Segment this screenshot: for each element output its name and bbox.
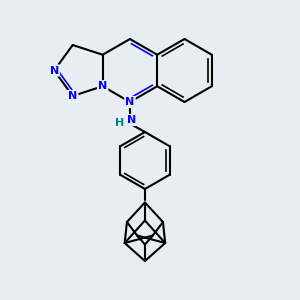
Text: N: N [98, 81, 107, 91]
Text: H: H [115, 118, 124, 128]
Text: N: N [68, 91, 77, 101]
Text: N: N [125, 97, 135, 107]
Text: N: N [127, 115, 136, 125]
Text: N: N [50, 65, 59, 76]
